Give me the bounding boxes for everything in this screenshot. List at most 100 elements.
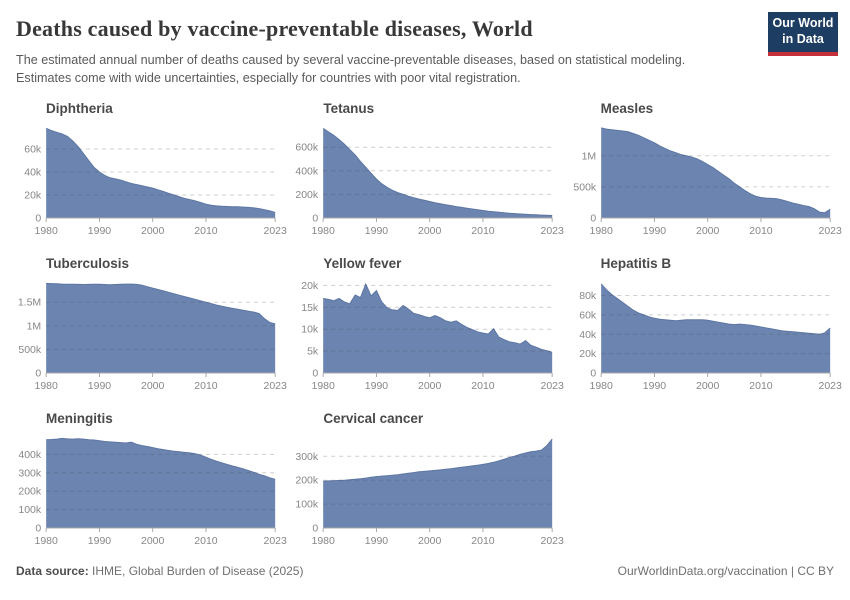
- area-chart: 0 500k 1M 1.5M 1980 1990 2000 2010 2023: [18, 282, 287, 392]
- svg-text:0: 0: [35, 522, 41, 534]
- svg-text:1M: 1M: [27, 320, 42, 332]
- page-title: Deaths caused by vaccine-preventable dis…: [16, 16, 533, 41]
- svg-text:0: 0: [313, 367, 319, 379]
- svg-text:20k: 20k: [24, 189, 42, 201]
- svg-text:2010: 2010: [194, 380, 218, 392]
- svg-text:0: 0: [313, 522, 319, 534]
- svg-text:2010: 2010: [749, 225, 773, 237]
- svg-text:300k: 300k: [18, 467, 42, 479]
- area-chart: 0 500k 1M 1980 1990 2000 2010 2023: [573, 126, 842, 237]
- chart-subtitle: The estimated annual number of deaths ca…: [16, 53, 686, 86]
- chart-diphtheria: Diphtheria 0 20k 40k 60k 1980 1990 2000 2010 202…: [16, 100, 287, 241]
- svg-text:0: 0: [590, 367, 596, 379]
- svg-text:40k: 40k: [579, 328, 597, 340]
- svg-text:1980: 1980: [312, 380, 336, 392]
- svg-text:1980: 1980: [312, 535, 336, 547]
- svg-text:1980: 1980: [34, 225, 58, 237]
- svg-text:2010: 2010: [749, 380, 773, 392]
- header: Deaths caused by vaccine-preventable dis…: [16, 12, 838, 56]
- svg-text:0: 0: [590, 212, 596, 224]
- svg-text:200k: 200k: [296, 188, 320, 200]
- svg-text:2023: 2023: [263, 535, 287, 547]
- svg-text:2023: 2023: [818, 380, 842, 392]
- svg-text:2000: 2000: [418, 535, 442, 547]
- svg-text:100k: 100k: [18, 504, 42, 516]
- svg-text:1990: 1990: [88, 380, 112, 392]
- svg-text:2023: 2023: [541, 535, 565, 547]
- svg-text:60k: 60k: [24, 143, 42, 155]
- chart-title: Measles: [600, 100, 654, 116]
- svg-text:200k: 200k: [18, 485, 42, 497]
- svg-text:400k: 400k: [18, 448, 42, 460]
- svg-text:80k: 80k: [579, 290, 597, 302]
- chart-title: Diphtheria: [46, 100, 113, 116]
- area-chart: 0 20k 40k 60k 1980 1990 2000 2010 2023: [24, 127, 287, 237]
- owid-logo-line2: in Data: [782, 32, 824, 46]
- chart-tetanus: Tetanus 0 200k 400k 600k 1980 1990 2000 2010 202…: [293, 100, 565, 241]
- svg-text:5k: 5k: [307, 345, 319, 357]
- chart-title: Cervical cancer: [323, 410, 424, 426]
- svg-text:0: 0: [313, 212, 319, 224]
- svg-text:2010: 2010: [194, 225, 218, 237]
- area-chart: 0 200k 400k 600k 1980 1990 2000 2010 2023: [296, 127, 564, 237]
- svg-text:10k: 10k: [302, 323, 320, 335]
- svg-text:2010: 2010: [472, 225, 496, 237]
- svg-text:1980: 1980: [34, 380, 58, 392]
- svg-text:1980: 1980: [312, 225, 336, 237]
- small-multiples-grid: Diphtheria 0 20k 40k 60k 1980 1990 2000 2010 202…: [16, 100, 842, 551]
- svg-text:1990: 1990: [642, 225, 666, 237]
- svg-text:2023: 2023: [263, 380, 287, 392]
- chart-cervical-cancer: Cervical cancer 0 100k 200k 300k 1980 1990 200…: [293, 410, 565, 551]
- area-chart: 0 100k 200k 300k 400k 1980 1990 2000 2010 2023: [18, 437, 287, 547]
- svg-text:0: 0: [35, 367, 41, 379]
- svg-text:1990: 1990: [365, 225, 389, 237]
- svg-text:2023: 2023: [263, 225, 287, 237]
- svg-text:2000: 2000: [418, 380, 442, 392]
- data-source-label: Data source:: [16, 563, 89, 578]
- data-source-value: IHME, Global Burden of Disease (2025): [88, 563, 304, 578]
- chart-hepatitis-b: Hepatitis B 0 20k 40k 60k 80k 1980 1990 2000 201…: [571, 255, 842, 396]
- data-source: Data source: IHME, Global Burden of Dise…: [16, 564, 303, 578]
- chart-title: Meningitis: [46, 410, 113, 426]
- svg-text:500k: 500k: [18, 343, 42, 355]
- svg-text:2000: 2000: [696, 380, 720, 392]
- svg-text:100k: 100k: [296, 498, 320, 510]
- svg-text:2000: 2000: [696, 225, 720, 237]
- svg-text:2010: 2010: [472, 535, 496, 547]
- svg-text:1990: 1990: [365, 535, 389, 547]
- svg-text:1990: 1990: [88, 225, 112, 237]
- svg-text:1980: 1980: [589, 225, 613, 237]
- svg-text:1M: 1M: [581, 150, 596, 162]
- svg-text:1990: 1990: [88, 535, 112, 547]
- credit-line: OurWorldinData.org/vaccination | CC BY: [617, 563, 834, 578]
- area-chart: 0 5k 10k 15k 20k 1980 1990 2000 2010 2023: [302, 279, 565, 392]
- area-chart: 0 100k 200k 300k 1980 1990 2000 2010 2023: [296, 438, 564, 547]
- svg-text:500k: 500k: [573, 181, 597, 193]
- svg-text:20k: 20k: [302, 279, 320, 291]
- svg-text:1980: 1980: [34, 535, 58, 547]
- area-chart: 0 20k 40k 60k 80k 1980 1990 2000 2010 2023: [579, 283, 842, 392]
- svg-text:15k: 15k: [302, 301, 320, 313]
- svg-text:300k: 300k: [296, 450, 320, 462]
- svg-text:2023: 2023: [818, 225, 842, 237]
- chart-footer: Data source: IHME, Global Burden of Dise…: [16, 564, 834, 578]
- owid-logo: Our World in Data: [768, 12, 838, 56]
- chart-meningitis: Meningitis 0 100k 200k 300k 400k 1980 1990 2000…: [16, 410, 287, 551]
- svg-text:200k: 200k: [296, 474, 320, 486]
- svg-text:2000: 2000: [418, 225, 442, 237]
- svg-text:20k: 20k: [579, 348, 597, 360]
- owid-logo-line1: Our World: [772, 16, 834, 31]
- chart-measles: Measles 0 500k 1M 1980 1990 2000 2010 2023: [571, 100, 842, 241]
- chart-title: Yellow fever: [323, 255, 402, 271]
- svg-text:40k: 40k: [24, 166, 42, 178]
- svg-text:60k: 60k: [579, 309, 597, 321]
- svg-text:2000: 2000: [141, 535, 165, 547]
- chart-tuberculosis: Tuberculosis 0 500k 1M 1.5M 1980 1990 2000 2010…: [16, 255, 287, 396]
- chart-title: Hepatitis B: [600, 255, 672, 271]
- chart-title: Tetanus: [323, 100, 375, 116]
- chart-title: Tuberculosis: [46, 255, 130, 271]
- svg-text:400k: 400k: [296, 165, 320, 177]
- svg-text:2010: 2010: [194, 535, 218, 547]
- svg-text:1990: 1990: [642, 380, 666, 392]
